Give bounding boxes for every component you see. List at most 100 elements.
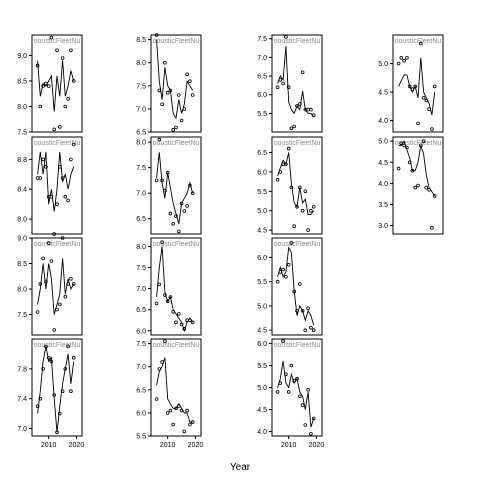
panel-1-1: oousticFleetNu 6.5 7.0 7.5 8.0: [136, 136, 202, 235]
data-point: [71, 79, 76, 83]
data-point: [69, 48, 73, 53]
y-tick-label: 5.0: [257, 303, 267, 310]
data-point: [46, 84, 51, 88]
data-point: [165, 90, 170, 95]
data-point: [413, 185, 418, 190]
data-point: [190, 93, 195, 97]
y-tick-label: 5.5: [136, 434, 146, 441]
fit-line: [277, 46, 315, 118]
data-point: [157, 88, 162, 93]
data-point: [278, 170, 283, 174]
data-point: [396, 166, 401, 171]
panel-title: oousticFleetNu: [274, 342, 321, 349]
data-point: [52, 328, 56, 332]
data-point: [295, 308, 299, 313]
data-point: [174, 125, 178, 130]
data-point: [38, 176, 43, 180]
y-tick-label: 9.0: [17, 236, 27, 243]
y-tick-label: 4.5: [378, 160, 388, 167]
panel-frame: [31, 338, 83, 437]
data-point: [405, 145, 409, 150]
y-tick-label: 8.0: [17, 287, 27, 294]
y-tick-label: 5.0: [257, 208, 267, 215]
panel-title: oousticFleetNu: [34, 342, 81, 349]
data-point: [311, 205, 316, 209]
data-point: [188, 318, 192, 323]
data-point: [289, 126, 294, 131]
fit-line: [277, 152, 315, 216]
data-point: [179, 408, 184, 413]
data-point: [416, 121, 420, 126]
data-point: [407, 160, 412, 165]
data-point: [284, 372, 288, 377]
data-point: [60, 56, 65, 60]
data-point: [44, 279, 48, 284]
data-point: [185, 204, 189, 208]
data-point: [182, 429, 187, 434]
y-tick-label: 6.0: [257, 169, 267, 176]
data-point: [154, 33, 159, 37]
data-point: [306, 387, 310, 392]
panel-3-0: oousticFleetNu 7.0 7.4 7.8 2010 2020: [17, 338, 84, 449]
data-point: [295, 104, 299, 108]
data-point: [410, 168, 415, 173]
y-tick-label: 5.0: [378, 61, 388, 68]
y-tick-label: 8.5: [17, 261, 27, 268]
data-point: [311, 328, 316, 333]
data-point: [177, 312, 181, 316]
panel-frame: [271, 136, 323, 235]
panel-title: oousticFleetNu: [153, 241, 200, 248]
data-point: [60, 236, 65, 240]
fit-line: [398, 140, 436, 197]
panel-frame: [150, 34, 202, 133]
data-point: [55, 430, 59, 435]
data-point: [311, 113, 316, 117]
panel-frame: [31, 136, 83, 235]
fit-line: [277, 360, 315, 428]
panel-title: oousticFleetNu: [274, 140, 321, 147]
y-tick-label: 4.5: [257, 407, 267, 414]
data-point: [289, 185, 294, 190]
data-point: [171, 309, 176, 314]
panel-frame: [392, 34, 444, 133]
data-point: [66, 97, 70, 101]
y-tick-label: 5.5: [257, 363, 267, 370]
y-tick-label: 7.5: [17, 130, 27, 137]
panel-frame: [150, 338, 202, 437]
y-tick-label: 5.5: [257, 279, 267, 286]
data-point: [292, 124, 297, 129]
data-point: [52, 393, 56, 397]
data-point: [309, 431, 313, 436]
data-point: [35, 63, 40, 68]
fit-line: [156, 357, 193, 423]
y-tick-label: 6.5: [136, 387, 146, 394]
data-point: [286, 85, 291, 89]
panel-grid: oousticFleetNu 7.5 8.0 8.5 9.0 oousticFleetNu…: [17, 33, 444, 449]
data-point: [160, 102, 164, 107]
data-point: [421, 96, 426, 100]
y-tick-label: 4.0: [378, 118, 388, 125]
data-point: [154, 301, 159, 306]
fit-line: [156, 39, 194, 120]
data-point: [281, 81, 285, 86]
data-point: [46, 355, 51, 360]
data-point: [57, 165, 62, 169]
data-point: [171, 422, 176, 427]
y-tick-label: 7.0: [136, 364, 146, 371]
data-point: [306, 107, 310, 112]
panel-2-1: oousticFleetNu 6.0 6.5 7.0 7.5 8.0: [136, 237, 202, 336]
data-point: [292, 289, 297, 294]
panel-0-1: oousticFleetNu 6.5 7.0 7.5 8.0 8.5: [136, 33, 202, 137]
data-point: [41, 84, 45, 88]
data-point: [410, 87, 415, 91]
data-point: [182, 326, 187, 331]
data-point: [44, 165, 48, 169]
y-tick-label: 4.5: [257, 328, 267, 335]
y-tick-label: 6.0: [257, 255, 267, 262]
data-point: [405, 55, 409, 60]
data-point: [430, 127, 434, 131]
data-point: [38, 104, 43, 109]
data-point: [55, 202, 59, 207]
data-point: [432, 194, 437, 198]
